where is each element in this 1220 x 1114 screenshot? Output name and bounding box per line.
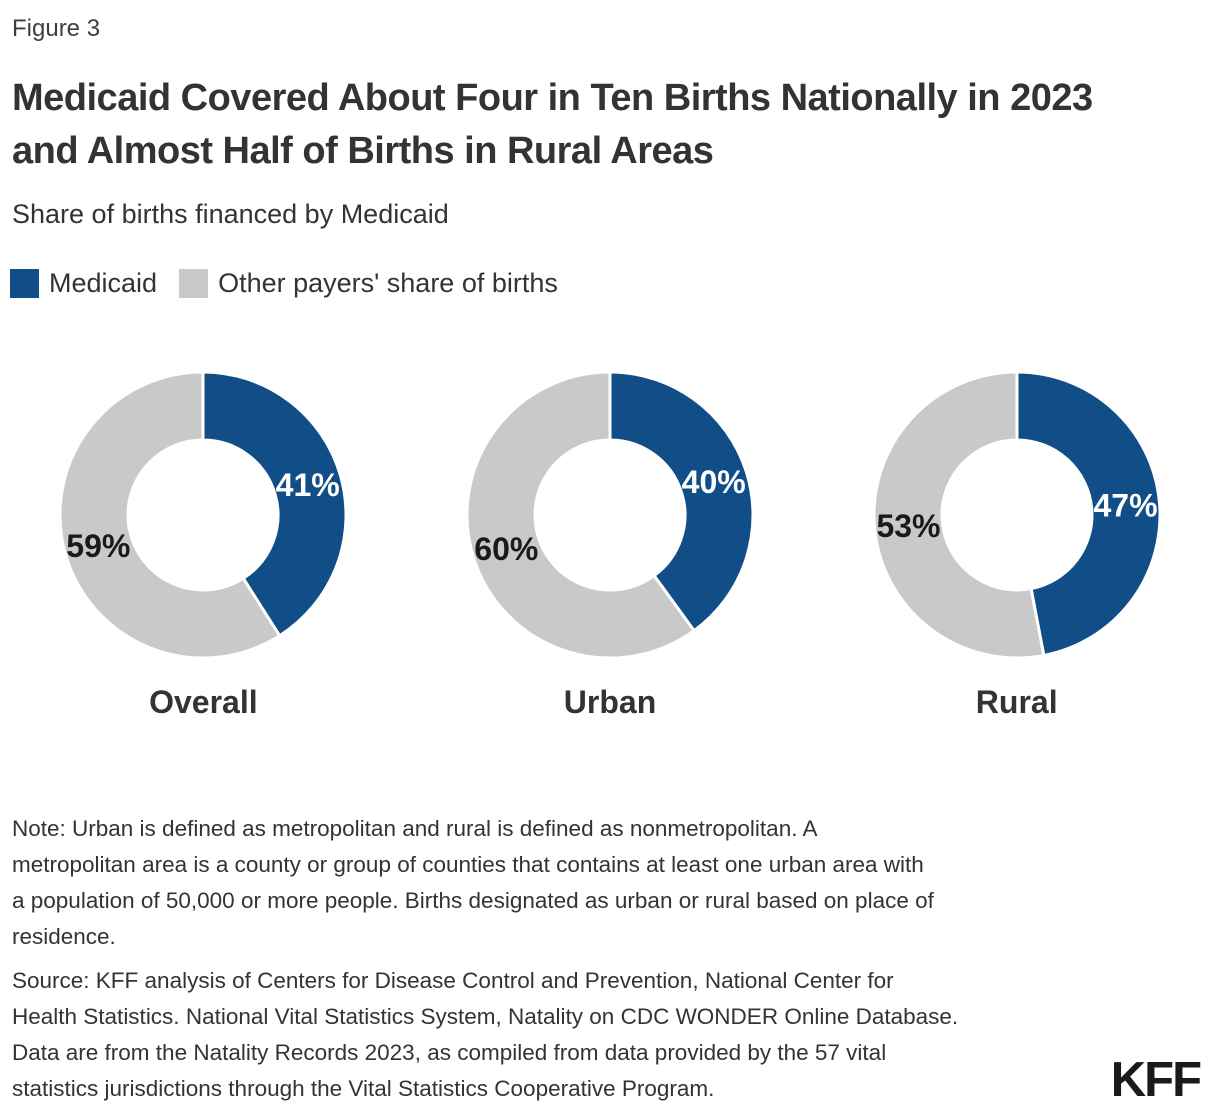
urban-label: Urban xyxy=(563,684,657,720)
slice-value-label: 53% xyxy=(876,508,940,544)
source-text: Source: KFF analysis of Centers for Dise… xyxy=(12,968,959,1101)
donut-chart-rural: 47% 53% Rural xyxy=(813,368,1220,721)
overall-donut: 41% 59% xyxy=(53,368,353,658)
overall-slice-other-payers xyxy=(58,370,283,658)
other-payers-swatch-icon xyxy=(179,268,209,298)
figure-number-label: Figure 3 xyxy=(12,15,101,42)
rural-donut: 47% 53% xyxy=(867,368,1167,658)
rural-label: Rural xyxy=(975,684,1058,720)
slice-value-label: 41% xyxy=(276,467,340,503)
urban-donut-svg: 40% 60% xyxy=(465,370,755,658)
legend-item-medicaid: Medicaid xyxy=(10,268,157,299)
slice-value-label: 40% xyxy=(682,464,746,500)
donut-chart-overall: 41% 59% Overall xyxy=(0,368,407,721)
rural-donut-svg: 47% 53% xyxy=(872,370,1162,658)
legend-item-other-payers: Other payers' share of births xyxy=(179,268,558,299)
slice-value-label: 60% xyxy=(474,531,538,567)
overall-label: Overall xyxy=(149,684,258,720)
chart-main-title: Medicaid Covered About Four in Ten Birth… xyxy=(12,77,1093,172)
rural-slice-other-payers xyxy=(872,370,1046,658)
legend: Medicaid Other payers' share of births xyxy=(10,268,1220,298)
legend-label-other-payers: Other payers' share of births xyxy=(218,267,558,298)
urban-slice-medicaid xyxy=(608,370,755,633)
urban-slice-other-payers xyxy=(465,370,697,658)
rural-slice-medicaid xyxy=(1015,370,1162,658)
slice-value-label: 47% xyxy=(1093,487,1157,523)
overall-slice-medicaid xyxy=(201,370,348,638)
donut-charts-row: 41% 59% Overall 40% 60% Urban 47% 53% Rural xyxy=(0,368,1220,721)
donut-chart-urban: 40% 60% Urban xyxy=(407,368,814,721)
medicaid-swatch-icon xyxy=(10,268,39,298)
slice-value-label: 59% xyxy=(67,528,131,564)
overall-donut-svg: 41% 59% xyxy=(58,370,348,658)
note-text: Note: Urban is defined as metropolitan a… xyxy=(12,816,934,949)
urban-donut: 40% 60% xyxy=(460,368,760,658)
figure-canvas: Figure 3 Medicaid Covered About Four in … xyxy=(0,14,1220,1114)
legend-label-medicaid: Medicaid xyxy=(49,267,158,298)
chart-subtitle: Share of births financed by Medicaid xyxy=(12,199,449,229)
kff-logo: KFF xyxy=(1110,1053,1202,1107)
